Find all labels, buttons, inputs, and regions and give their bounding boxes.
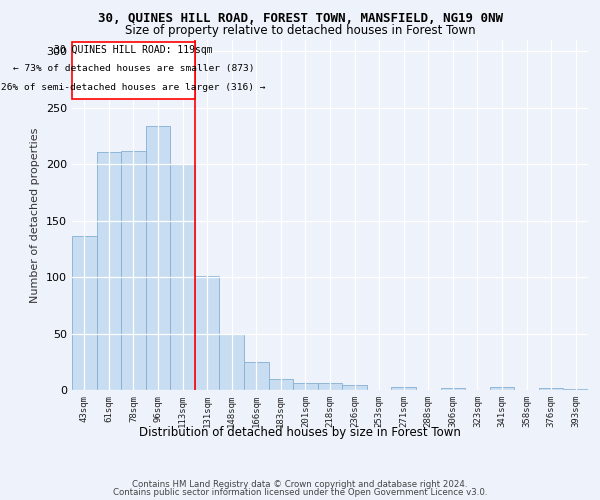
Bar	[269, 378, 293, 390]
Text: Size of property relative to detached houses in Forest Town: Size of property relative to detached ho…	[125, 24, 475, 37]
Text: Distribution of detached houses by size in Forest Town: Distribution of detached houses by size …	[139, 426, 461, 439]
Bar	[72, 42, 195, 98]
Bar	[293, 383, 318, 390]
Bar	[539, 388, 563, 390]
Text: ← 73% of detached houses are smaller (873): ← 73% of detached houses are smaller (87…	[13, 64, 254, 73]
Text: Contains HM Land Registry data © Crown copyright and database right 2024.: Contains HM Land Registry data © Crown c…	[132, 480, 468, 489]
Y-axis label: Number of detached properties: Number of detached properties	[31, 128, 40, 302]
Text: 30, QUINES HILL ROAD, FOREST TOWN, MANSFIELD, NG19 0NW: 30, QUINES HILL ROAD, FOREST TOWN, MANSF…	[97, 12, 503, 26]
Bar	[170, 164, 195, 390]
Bar	[342, 386, 367, 390]
Bar	[72, 236, 97, 390]
Text: 26% of semi-detached houses are larger (316) →: 26% of semi-detached houses are larger (…	[1, 83, 266, 92]
Bar	[121, 150, 146, 390]
Bar	[195, 276, 220, 390]
Bar	[440, 388, 465, 390]
Bar	[220, 334, 244, 390]
Text: Contains public sector information licensed under the Open Government Licence v3: Contains public sector information licen…	[113, 488, 487, 497]
Bar	[391, 386, 416, 390]
Bar	[244, 362, 269, 390]
Bar	[318, 383, 342, 390]
Bar	[490, 386, 514, 390]
Bar	[146, 126, 170, 390]
Text: 30 QUINES HILL ROAD: 119sqm: 30 QUINES HILL ROAD: 119sqm	[54, 45, 213, 55]
Bar	[97, 152, 121, 390]
Bar	[563, 389, 588, 390]
